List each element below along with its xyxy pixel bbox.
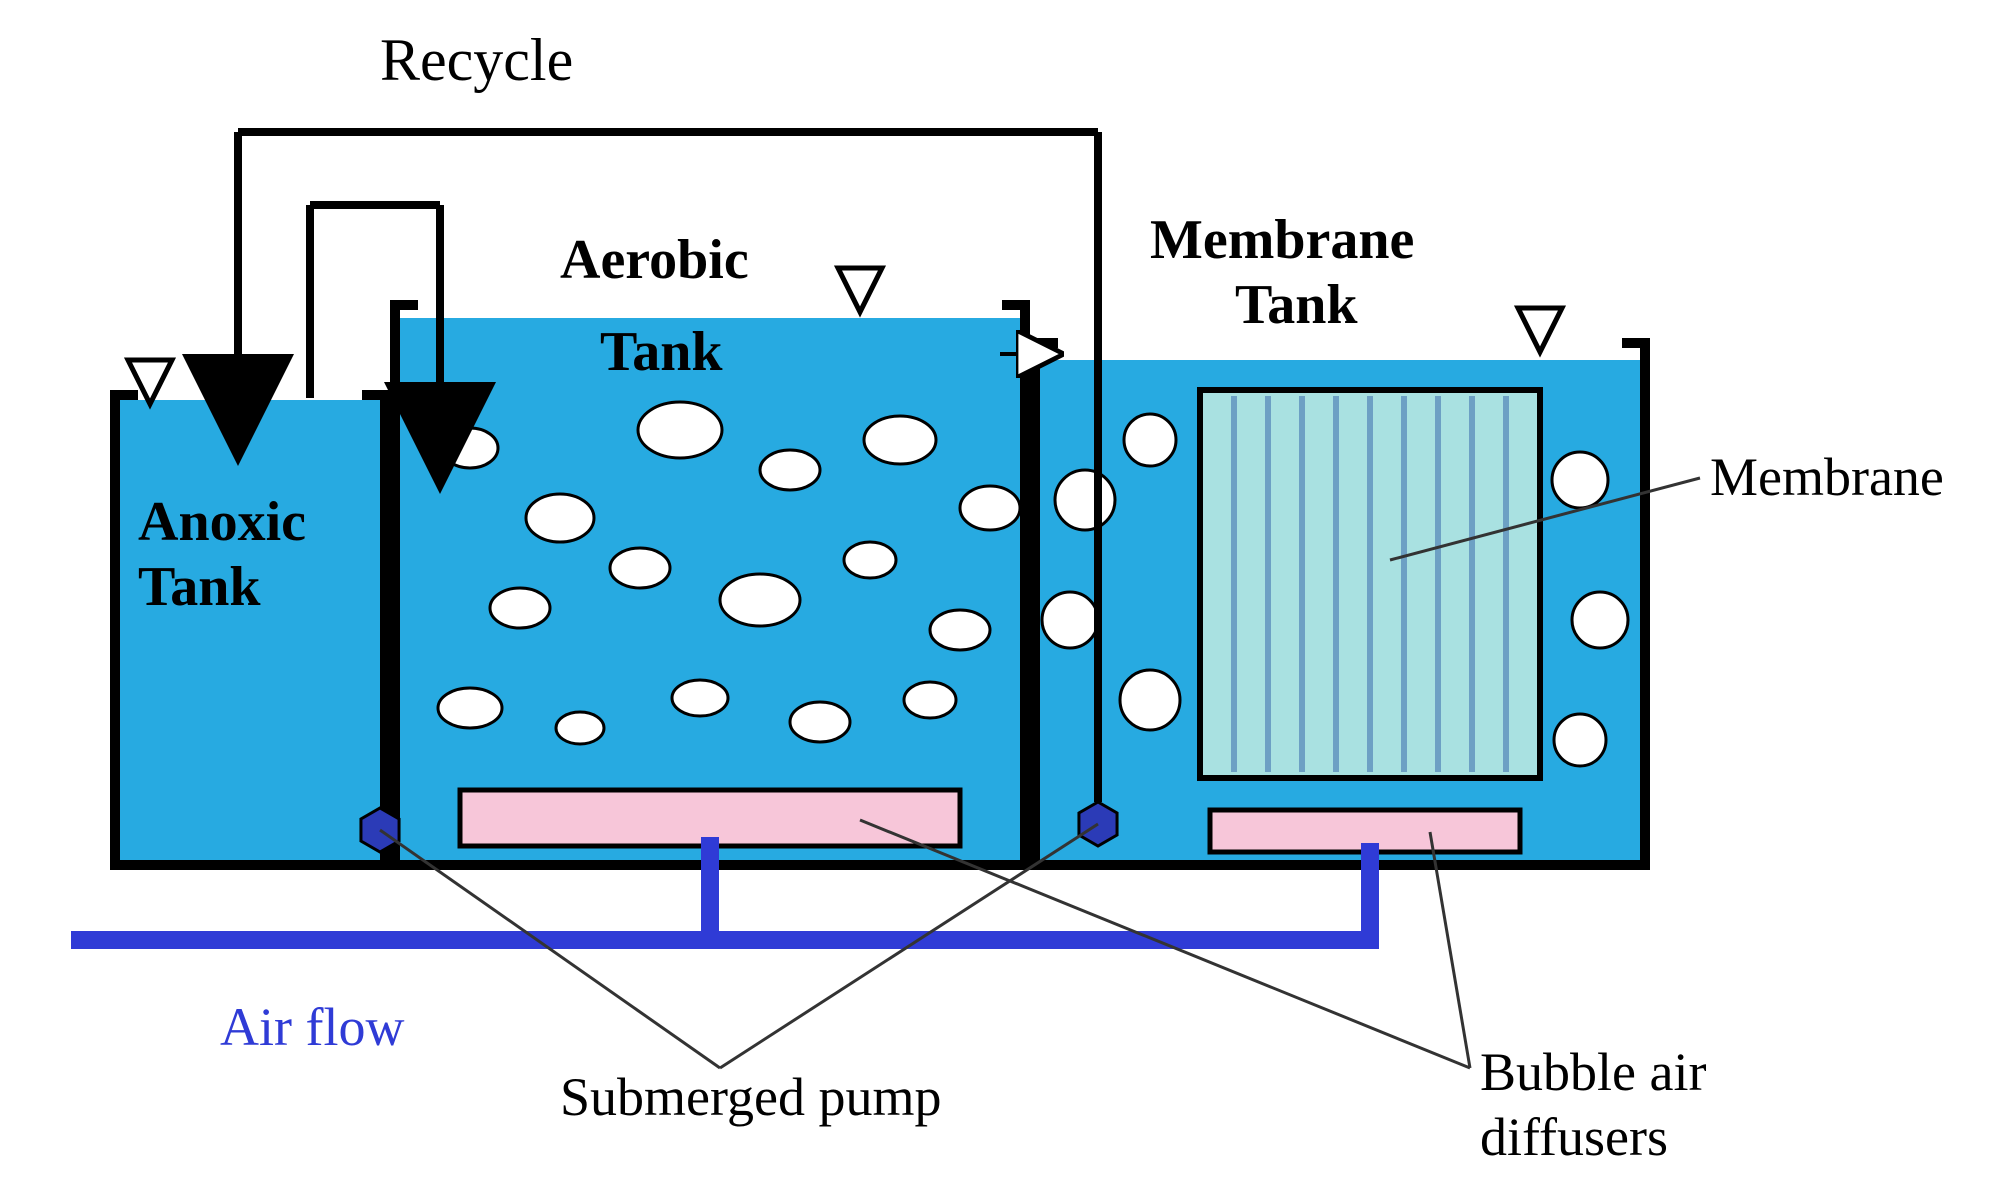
aerobic-tank-label: Aerobic: [560, 229, 749, 291]
bubble: [610, 548, 670, 588]
bubble: [864, 416, 936, 464]
anoxic-tank: [110, 390, 390, 870]
anoxic-tank-label: Tank: [138, 556, 261, 618]
bubble: [556, 712, 604, 744]
bubble: [438, 688, 502, 728]
aerobic-tank-label: Tank: [600, 321, 723, 383]
bubble: [720, 574, 800, 626]
diffusers-label: Bubble air: [1480, 1042, 1706, 1102]
bubble: [1554, 714, 1606, 766]
bubble: [904, 682, 956, 718]
bubble: [960, 486, 1020, 530]
bubble: [930, 610, 990, 650]
bubble: [844, 542, 896, 578]
bubble: [1055, 470, 1115, 530]
bubble: [1572, 592, 1628, 648]
bubble: [526, 494, 594, 542]
bubble: [1124, 414, 1176, 466]
bubble: [442, 428, 498, 468]
bubble: [490, 588, 550, 628]
membrane-module: [1200, 390, 1540, 778]
bubble: [1042, 592, 1098, 648]
recycle-label: Recycle: [380, 27, 573, 93]
anoxic-tank-label: Anoxic: [138, 491, 306, 553]
membrane-tank-label: Tank: [1235, 274, 1358, 336]
membrane-tank-label: Membrane: [1150, 209, 1414, 271]
wl-membrane-icon: [1518, 308, 1562, 352]
diffusers-label: diffusers: [1480, 1107, 1668, 1167]
bubble: [1120, 670, 1180, 730]
aerobic-tank: [390, 300, 1030, 870]
bubble: [790, 702, 850, 742]
bubble: [760, 450, 820, 490]
wl-aerobic-icon: [838, 268, 882, 312]
bubble: [1552, 452, 1608, 508]
airflow-label: Air flow: [220, 997, 404, 1057]
bubble: [638, 402, 722, 458]
submerged-pump-label: Submerged pump: [560, 1067, 941, 1127]
membrane-label: Membrane: [1710, 447, 1944, 507]
bubble: [672, 680, 728, 716]
